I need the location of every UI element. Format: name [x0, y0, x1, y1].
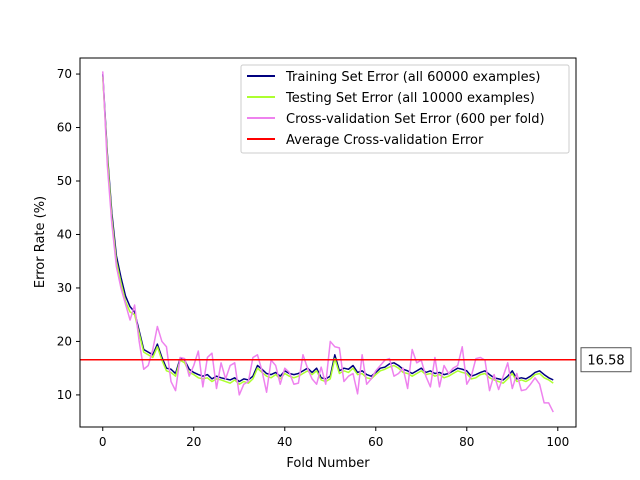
legend-label: Testing Set Error (all 10000 examples)	[285, 91, 535, 106]
x-tick-label: 100	[546, 435, 569, 449]
y-tick-label: 70	[57, 67, 72, 81]
annotation-layer: 16.58	[580, 347, 632, 373]
y-axis-ticks: 10 20 30 40 50 60 70	[57, 67, 80, 402]
y-tick-label: 60	[57, 121, 72, 135]
average-value-box	[580, 347, 632, 373]
y-tick-label: 50	[57, 174, 72, 188]
series-line-3	[102, 71, 554, 413]
legend-box	[240, 64, 570, 154]
plot-frame	[79, 57, 577, 428]
average-value-label: 16.58	[587, 354, 624, 369]
y-tick-label: 20	[57, 334, 72, 348]
y-tick-label: 30	[57, 281, 72, 295]
x-tick-label: 0	[99, 435, 107, 449]
x-tick-label: 20	[186, 435, 201, 449]
series-layer	[102, 71, 554, 413]
series-line-2	[102, 76, 554, 385]
y-tick-label: 40	[57, 227, 72, 241]
x-axis-label: Fold Number	[286, 456, 370, 471]
y-axis-label: Error Rate (%)	[33, 196, 48, 288]
legend-label: Cross-validation Set Error (600 per fold…	[286, 112, 545, 127]
legend-label: Average Cross-validation Error	[286, 133, 484, 148]
legend-label: Training Set Error (all 60000 examples)	[285, 70, 540, 85]
y-tick-label: 10	[57, 388, 72, 402]
x-tick-label: 80	[459, 435, 474, 449]
x-axis-ticks: 0 20 40 60 80 100	[99, 427, 569, 449]
x-tick-label: 60	[368, 435, 383, 449]
legend: Training Set Error (all 60000 examples) T…	[240, 64, 570, 154]
x-tick-label: 40	[277, 435, 292, 449]
